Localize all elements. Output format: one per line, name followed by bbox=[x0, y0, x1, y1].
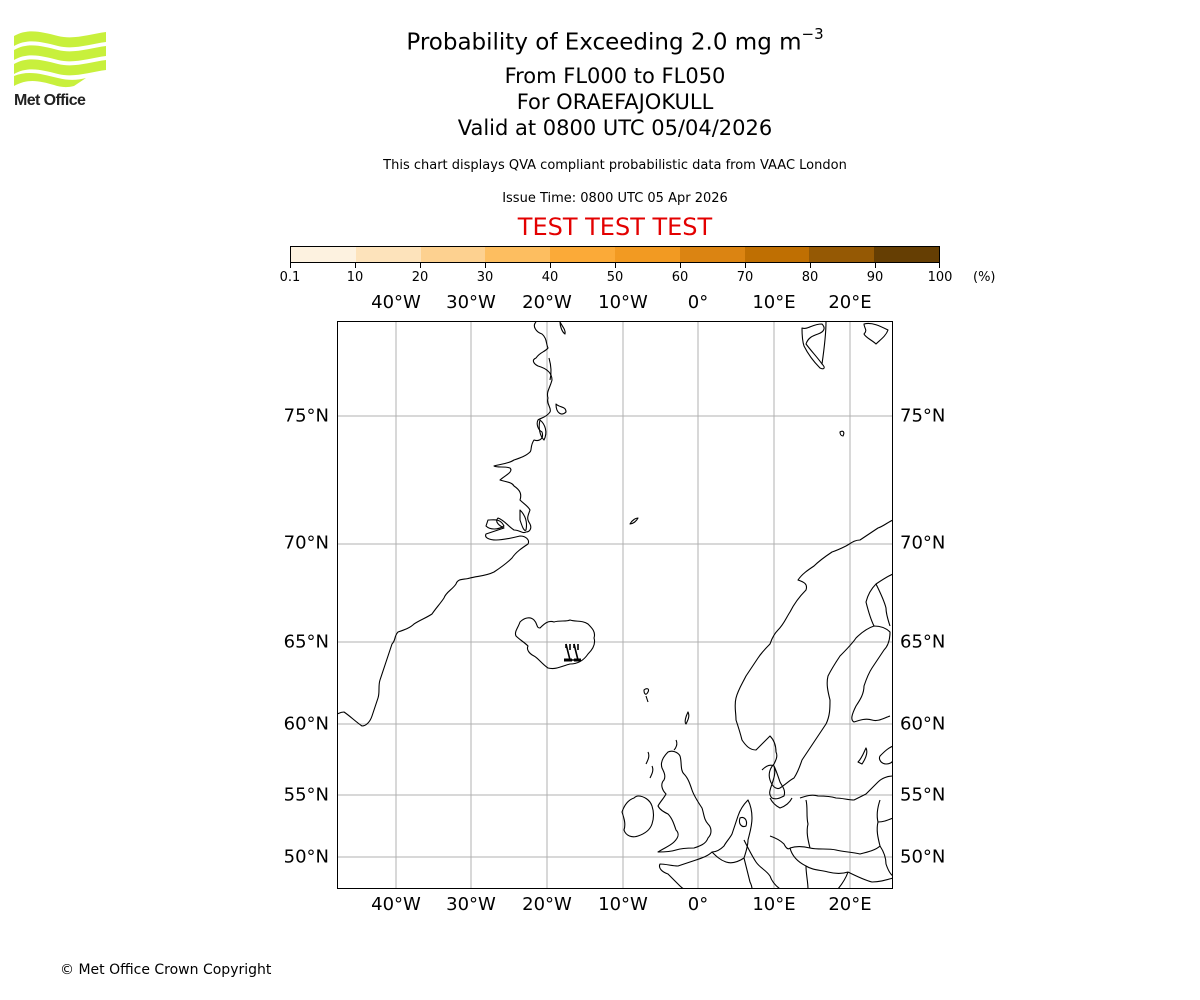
lon-label-top: 0° bbox=[687, 292, 709, 313]
flight-level-range: From FL000 to FL050 bbox=[504, 64, 726, 88]
lat-label-left: 50°N bbox=[283, 846, 329, 868]
greenland-coast bbox=[337, 321, 553, 727]
colorbar-tick bbox=[355, 263, 356, 268]
colorbar-tick bbox=[810, 263, 811, 268]
lat-label-left: 65°N bbox=[283, 631, 329, 653]
lon-label-top: 10°E bbox=[752, 292, 796, 313]
colorbar-label: 50 bbox=[606, 270, 624, 285]
coastlines bbox=[337, 321, 893, 889]
colorbar-label: 10 bbox=[346, 270, 364, 285]
lon-label-bottom: 40°W bbox=[371, 894, 421, 915]
colorbar-tick bbox=[290, 263, 291, 268]
met-office-waves-icon bbox=[14, 31, 106, 88]
chart-description: This chart displays QVA compliant probab… bbox=[383, 158, 847, 173]
colorbar-segment bbox=[874, 247, 939, 262]
colorbar-tick bbox=[615, 263, 616, 268]
colorbar-segment bbox=[485, 247, 551, 262]
colorbar-label: 100 bbox=[927, 270, 953, 285]
colorbar-tick bbox=[680, 263, 681, 268]
colorbar-label: 20 bbox=[411, 270, 429, 285]
lon-label-bottom: 10°E bbox=[752, 894, 796, 915]
map-panel[interactable] bbox=[337, 321, 893, 889]
colorbar-label: 60 bbox=[671, 270, 689, 285]
lat-label-left: 55°N bbox=[283, 784, 329, 806]
volcano-name: For ORAEFAJOKULL bbox=[516, 90, 714, 114]
colorbar-segment bbox=[744, 247, 810, 262]
colorbar-unit: (%) bbox=[973, 270, 996, 285]
copyright-notice: © Met Office Crown Copyright bbox=[60, 962, 272, 978]
colorbar-tick bbox=[939, 263, 940, 268]
colorbar-segment bbox=[550, 247, 615, 262]
colorbar-tick bbox=[550, 263, 551, 268]
test-banner: TEST TEST TEST bbox=[517, 213, 713, 241]
probability-colorbar bbox=[290, 246, 940, 263]
colorbar-segment bbox=[809, 247, 875, 262]
scandinavia-coast bbox=[734, 519, 893, 790]
colorbar-label: 90 bbox=[866, 270, 884, 285]
lon-label-bottom: 20°W bbox=[522, 894, 572, 915]
lat-label-right: 70°N bbox=[900, 532, 946, 554]
lat-label-right: 55°N bbox=[900, 784, 946, 806]
map-frame bbox=[337, 321, 893, 889]
lat-label-left: 75°N bbox=[283, 405, 329, 427]
lat-label-left: 70°N bbox=[283, 532, 329, 554]
colorbar-tick bbox=[875, 263, 876, 268]
title-main: Probability of Exceeding 2.0 mg m bbox=[406, 29, 802, 56]
colorbar-tick bbox=[485, 263, 486, 268]
chart-subtitle: From FL000 to FL050 For ORAEFAJOKULL Val… bbox=[0, 63, 1200, 141]
colorbar-label: 70 bbox=[736, 270, 754, 285]
lon-label-bottom: 30°W bbox=[446, 894, 496, 915]
colorbar-label: 80 bbox=[801, 270, 819, 285]
colorbar-segment bbox=[420, 247, 486, 262]
issue-time: Issue Time: 0800 UTC 05 Apr 2026 bbox=[502, 191, 728, 206]
lat-label-left: 60°N bbox=[283, 713, 329, 735]
lon-label-bottom: 20°E bbox=[828, 894, 872, 915]
lon-label-top: 30°W bbox=[446, 292, 496, 313]
lon-label-bottom: 0° bbox=[687, 894, 709, 915]
graticule bbox=[337, 321, 893, 889]
ireland-coast bbox=[621, 795, 655, 838]
colorbar-label: 40 bbox=[541, 270, 559, 285]
colorbar-segment bbox=[679, 247, 745, 262]
lon-label-top: 20°E bbox=[828, 292, 872, 313]
volcano-icon bbox=[564, 643, 581, 662]
colorbar-tick bbox=[420, 263, 421, 268]
logo-text: Met Office bbox=[14, 92, 86, 109]
lat-label-right: 50°N bbox=[900, 846, 946, 868]
lon-label-top: 10°W bbox=[598, 292, 648, 313]
lon-label-bottom: 10°W bbox=[598, 894, 648, 915]
met-office-logo: Met Office bbox=[14, 30, 106, 112]
colorbar-segment bbox=[355, 247, 421, 262]
lon-label-top: 20°W bbox=[522, 292, 572, 313]
lat-label-right: 75°N bbox=[900, 405, 946, 427]
colorbar-segment bbox=[614, 247, 680, 262]
lat-label-right: 65°N bbox=[900, 631, 946, 653]
great-britain-coast bbox=[657, 750, 712, 853]
colorbar-label: 30 bbox=[476, 270, 494, 285]
colorbar-label: 0.1 bbox=[279, 270, 301, 285]
lon-label-top: 40°W bbox=[371, 292, 421, 313]
colorbar-tick bbox=[745, 263, 746, 268]
svalbard-coast bbox=[801, 323, 825, 370]
iceland-coast bbox=[514, 617, 596, 670]
title-exponent: −3 bbox=[801, 25, 824, 43]
valid-time: Valid at 0800 UTC 05/04/2026 bbox=[457, 116, 773, 140]
colorbar-segment bbox=[291, 247, 356, 262]
chart-title: Probability of Exceeding 2.0 mg m−3 bbox=[0, 25, 1200, 56]
lat-label-right: 60°N bbox=[900, 713, 946, 735]
